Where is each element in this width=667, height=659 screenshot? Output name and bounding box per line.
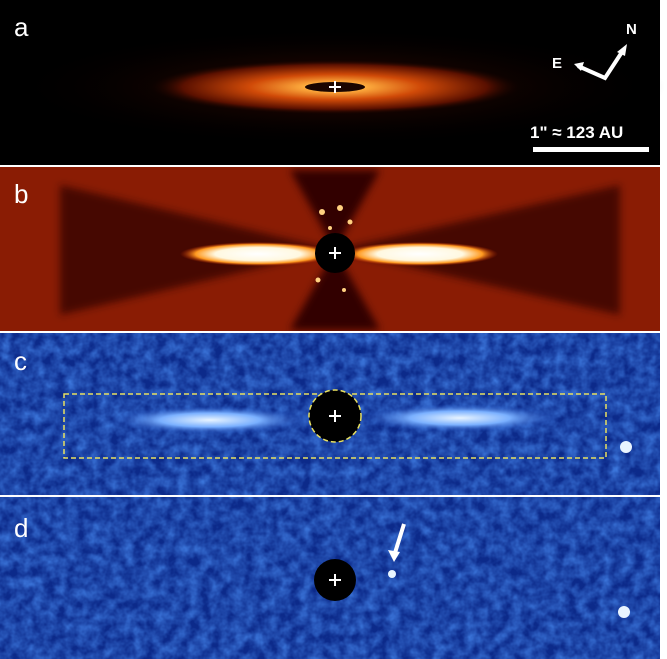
scale-bar [533, 147, 649, 152]
figure: a E N 1" ≈ 123 AU b c [0, 0, 667, 659]
panel-label: a [14, 12, 29, 42]
compass-north: N [626, 21, 637, 38]
panel-c: c [0, 333, 660, 495]
scale-bar-label: 1" ≈ 123 AU [530, 123, 623, 142]
panel-d: d [0, 497, 660, 659]
panel-label: d [14, 513, 28, 543]
compass-east: E [552, 55, 562, 72]
panel-b: b [0, 167, 660, 331]
panel-label: b [14, 179, 28, 209]
panel-a: a E N 1" ≈ 123 AU [0, 0, 665, 165]
panel-label: c [14, 346, 27, 376]
page: a E N 1" ≈ 123 AU b c [0, 0, 667, 659]
